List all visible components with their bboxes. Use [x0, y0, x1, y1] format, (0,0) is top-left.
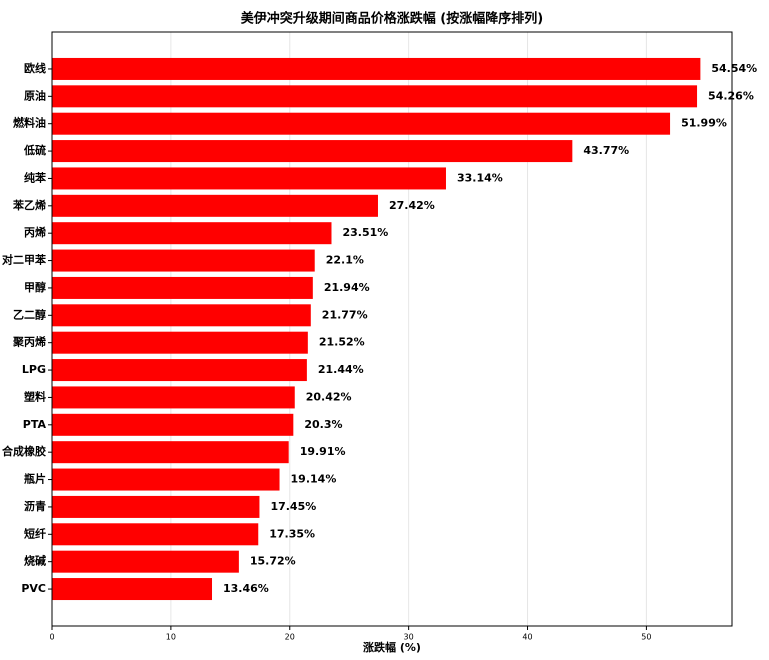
- y-tick-label: LPG: [22, 363, 46, 376]
- bar: [52, 331, 308, 354]
- value-label: 13.46%: [223, 582, 269, 595]
- bar: [52, 578, 213, 601]
- y-tick-label: 丙烯: [24, 225, 46, 239]
- bar: [52, 386, 295, 409]
- y-tick-label: 合成橡胶: [2, 444, 46, 458]
- y-tick-label: 苯乙烯: [12, 198, 46, 212]
- y-tick-label: 聚丙烯: [12, 335, 46, 349]
- bar: [52, 359, 307, 382]
- value-label: 19.91%: [300, 445, 346, 458]
- chart-title: 美伊冲突升级期间商品价格涨跌幅 (按涨幅降序排列): [241, 11, 543, 27]
- bar: [52, 304, 311, 327]
- y-tick-label: 瓶片: [24, 472, 46, 486]
- y-tick-label: 燃料油: [12, 116, 46, 130]
- value-label: 20.3%: [304, 418, 342, 431]
- y-tick-label: 低硫: [23, 143, 46, 157]
- bar: [52, 112, 671, 135]
- bar: [52, 550, 239, 573]
- y-tick-label: 短纤: [24, 526, 46, 540]
- value-label: 54.26%: [708, 89, 754, 102]
- y-tick-label: 纯苯: [24, 170, 47, 184]
- y-tick-label: PVC: [21, 582, 46, 595]
- value-label: 51.99%: [681, 117, 727, 130]
- value-label: 43.77%: [583, 144, 629, 157]
- value-label: 54.54%: [711, 62, 757, 75]
- y-tick-label: 烧碱: [24, 554, 46, 568]
- value-label: 19.14%: [291, 473, 337, 486]
- y-tick-label: PTA: [23, 418, 47, 431]
- y-tick-label: 原油: [24, 88, 46, 102]
- bar: [52, 495, 260, 518]
- value-label: 21.44%: [318, 363, 364, 376]
- value-label: 17.45%: [270, 500, 316, 513]
- y-tick-label: 甲醇: [24, 280, 46, 294]
- bar: [52, 523, 259, 546]
- value-label: 33.14%: [457, 171, 503, 184]
- value-label: 15.72%: [250, 555, 296, 568]
- plot-frame: [51, 31, 733, 627]
- bar: [52, 85, 698, 108]
- bar: [52, 441, 289, 464]
- bar: [52, 222, 332, 245]
- bar: [52, 276, 313, 299]
- x-tick-label: 40: [522, 633, 532, 642]
- y-tick-label: 欧线: [24, 61, 46, 75]
- bar: [52, 57, 701, 80]
- y-tick-label: 乙二醇: [13, 307, 46, 321]
- value-label: 21.52%: [319, 336, 365, 349]
- y-tick-label: 塑料: [24, 389, 46, 403]
- value-label: 17.35%: [269, 527, 315, 540]
- value-label: 22.1%: [326, 254, 364, 267]
- y-tick-label: 对二甲苯: [2, 253, 47, 267]
- x-tick-label: 10: [166, 633, 176, 642]
- value-label: 23.51%: [342, 226, 388, 239]
- bar: [52, 167, 446, 190]
- bar: [52, 140, 573, 163]
- x-axis-label: 涨跌幅 (%): [363, 640, 421, 654]
- y-tick-label: 沥青: [24, 499, 46, 513]
- x-tick-label: 30: [404, 633, 414, 642]
- value-label: 21.94%: [324, 281, 370, 294]
- x-tick-label: 20: [285, 633, 295, 642]
- bar: [52, 249, 315, 272]
- x-tick-label: 50: [641, 633, 651, 642]
- x-tick-label: 0: [49, 633, 54, 642]
- bar: [52, 413, 294, 436]
- value-label: 27.42%: [389, 199, 435, 212]
- value-label: 20.42%: [306, 390, 352, 403]
- bar: [52, 468, 280, 491]
- bar: [52, 194, 378, 217]
- value-label: 21.77%: [322, 308, 368, 321]
